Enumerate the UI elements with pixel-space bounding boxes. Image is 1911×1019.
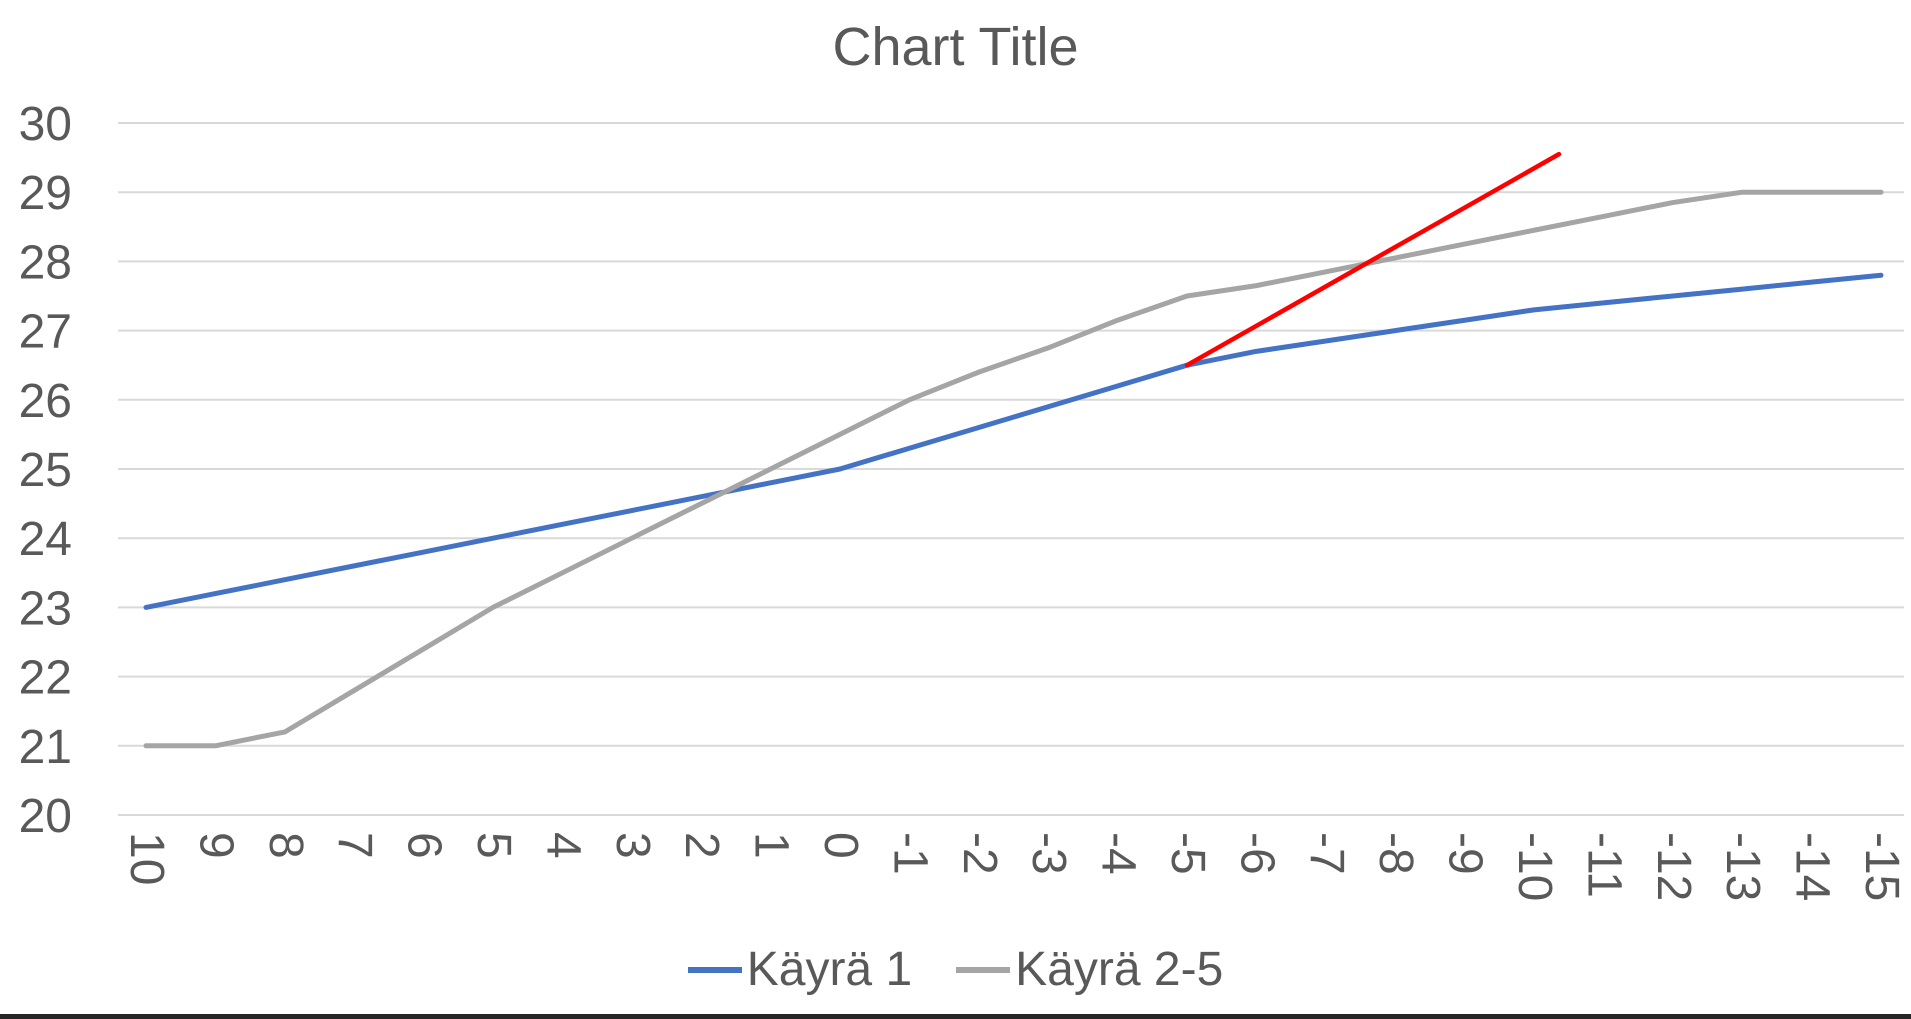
chart-legend: Käyrä 1 Käyrä 2-5 — [0, 942, 1911, 997]
y-axis-tick-label: 25 — [19, 444, 72, 497]
legend-swatch-kayra-1 — [687, 966, 742, 973]
x-axis-category-label: 9 — [189, 832, 242, 859]
x-axis-category-label: -15 — [1855, 832, 1908, 901]
legend-swatch-kayra-2-5 — [956, 966, 1011, 973]
legend-label-kayra-2-5: Käyrä 2-5 — [1015, 943, 1224, 996]
x-axis-category-label: -10 — [1508, 832, 1561, 901]
x-axis-category-label: -14 — [1786, 832, 1839, 901]
x-axis-category-label: -4 — [1092, 832, 1145, 875]
x-axis-category-label: 3 — [606, 832, 659, 859]
legend-label-kayra-1: Käyrä 1 — [746, 943, 913, 996]
x-axis-category-label: -1 — [883, 832, 936, 875]
y-axis-tick-label: 30 — [19, 98, 72, 151]
x-axis-category-label: -7 — [1300, 832, 1353, 875]
x-axis-category-label: -5 — [1161, 832, 1214, 875]
x-axis-category-label: -8 — [1369, 832, 1422, 875]
x-axis-category-label: 0 — [814, 832, 867, 859]
series-line-kayra-1 — [143, 272, 1884, 610]
x-axis-category-label: 8 — [259, 832, 312, 859]
x-axis-category-label: 4 — [536, 832, 589, 859]
x-axis-category-label: -9 — [1439, 832, 1492, 875]
y-axis-tick-label: 29 — [19, 167, 72, 220]
y-axis-tick-label: 22 — [19, 652, 72, 705]
y-axis-tick-label: 21 — [19, 721, 72, 774]
x-axis-category-label: -2 — [953, 832, 1006, 875]
legend-item-kayra-1: Käyrä 1 — [687, 942, 913, 997]
series-line-kayra-2-5 — [143, 189, 1884, 749]
x-axis-category-label: 10 — [120, 832, 173, 885]
x-axis-category-label: 5 — [467, 832, 520, 859]
x-axis-category-label: -12 — [1647, 832, 1700, 901]
x-axis-category-label: 2 — [675, 832, 728, 859]
x-axis-category-label: 6 — [398, 832, 451, 859]
y-axis-tick-label: 28 — [19, 236, 72, 289]
y-axis-tick-label: 24 — [19, 513, 72, 566]
x-axis-category-label: -6 — [1230, 832, 1283, 875]
y-axis-tick-label: 26 — [19, 375, 72, 428]
y-axis-tick-label: 20 — [19, 790, 72, 843]
chart-title: Chart Title — [832, 17, 1079, 77]
window-bottom-edge — [0, 1014, 1911, 1019]
x-axis-category-label: -13 — [1716, 832, 1769, 901]
x-axis-category-label: -3 — [1022, 832, 1075, 875]
y-axis-tick-label: 23 — [19, 582, 72, 635]
x-axis-category-label: -11 — [1577, 832, 1630, 898]
x-axis-category-label: 1 — [745, 832, 798, 859]
legend-item-kayra-2-5: Käyrä 2-5 — [956, 942, 1223, 997]
y-axis-tick-label: 27 — [19, 306, 72, 359]
red-trend-line — [1184, 151, 1562, 368]
x-axis-category-label: 7 — [328, 832, 381, 859]
